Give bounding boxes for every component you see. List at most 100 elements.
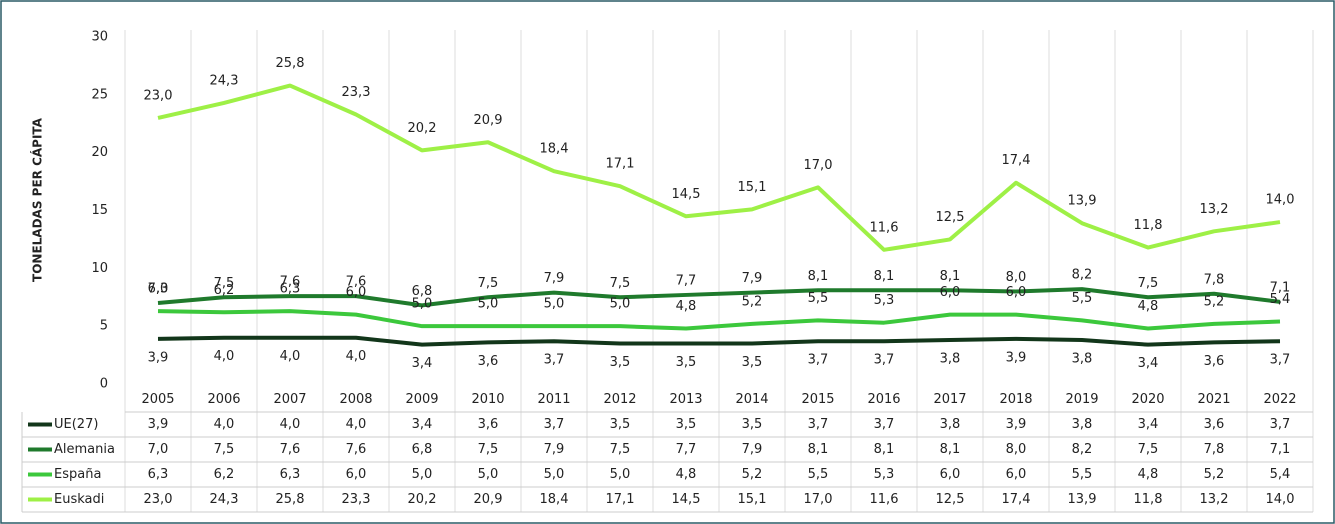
table-cell: 6,0 — [1006, 467, 1027, 482]
data-label: 7,8 — [1204, 272, 1225, 287]
data-label: 7,9 — [742, 271, 763, 286]
data-label: 5,0 — [544, 297, 565, 312]
table-cell: 6,8 — [412, 442, 433, 457]
table-cell: 3,7 — [874, 417, 895, 432]
data-label: 17,0 — [804, 158, 833, 173]
data-label: 14,5 — [672, 187, 701, 202]
x-tick-label: 2015 — [801, 392, 834, 407]
data-label: 5,3 — [874, 293, 895, 308]
table-cell: 5,5 — [1072, 467, 1093, 482]
table-cell: 8,1 — [808, 442, 829, 457]
x-tick-label: 2005 — [141, 392, 174, 407]
x-tick-label: 2022 — [1263, 392, 1296, 407]
data-label: 17,4 — [1002, 153, 1031, 168]
table-cell: 8,0 — [1006, 442, 1027, 457]
data-label: 3,5 — [676, 355, 697, 370]
table-cell: 3,7 — [544, 417, 565, 432]
data-label: 6,0 — [940, 285, 961, 300]
table-cell: 25,8 — [276, 492, 305, 507]
table-cell: 17,1 — [606, 492, 635, 507]
table-cell: 4,0 — [280, 417, 301, 432]
table-cell: 5,2 — [1204, 467, 1225, 482]
table-cell: 8,1 — [874, 442, 895, 457]
x-tick-label: 2010 — [471, 392, 504, 407]
data-label: 7,6 — [280, 275, 301, 290]
x-tick-label: 2013 — [669, 392, 702, 407]
data-label: 8,0 — [1006, 270, 1027, 285]
data-label: 7,5 — [478, 276, 499, 291]
table-cell: 3,6 — [1204, 417, 1225, 432]
table-cell: 4,0 — [214, 417, 235, 432]
legend-label: Euskadi — [54, 492, 104, 507]
data-label: 7,5 — [610, 276, 631, 291]
data-label: 4,0 — [214, 349, 235, 364]
table-cell: 5,0 — [412, 467, 433, 482]
x-tick-label: 2011 — [537, 392, 570, 407]
table-cell: 17,4 — [1002, 492, 1031, 507]
table-cell: 7,5 — [610, 442, 631, 457]
x-tick-label: 2021 — [1197, 392, 1230, 407]
table-cell: 4,0 — [346, 417, 367, 432]
data-label: 6,3 — [148, 282, 169, 297]
legend-label: Alemania — [54, 442, 115, 457]
data-label: 3,9 — [148, 350, 169, 365]
table-cell: 7,9 — [544, 442, 565, 457]
table-cell: 3,5 — [742, 417, 763, 432]
data-label: 5,4 — [1270, 292, 1291, 307]
data-label: 23,0 — [144, 88, 173, 103]
data-label: 7,7 — [676, 273, 697, 288]
table-cell: 24,3 — [210, 492, 239, 507]
data-label: 3,6 — [478, 354, 499, 369]
table-cell: 12,5 — [936, 492, 965, 507]
y-tick-label: 0 — [100, 377, 108, 392]
table-cell: 7,0 — [148, 442, 169, 457]
data-label: 11,8 — [1134, 218, 1163, 233]
data-label: 15,1 — [738, 180, 767, 195]
data-label: 3,7 — [874, 353, 895, 368]
table-cell: 3,7 — [1270, 417, 1291, 432]
x-tick-label: 2006 — [207, 392, 240, 407]
data-label: 23,3 — [342, 85, 371, 100]
table-cell: 13,9 — [1068, 492, 1097, 507]
data-label: 6,8 — [412, 284, 433, 299]
table-cell: 6,3 — [148, 467, 169, 482]
table-cell: 6,3 — [280, 467, 301, 482]
y-tick-label: 25 — [91, 87, 108, 102]
table-cell: 7,5 — [1138, 442, 1159, 457]
table-cell: 5,0 — [610, 467, 631, 482]
table-cell: 3,4 — [1138, 417, 1159, 432]
data-label: 5,2 — [1204, 294, 1225, 309]
x-tick-label: 2014 — [735, 392, 768, 407]
table-cell: 4,8 — [676, 467, 697, 482]
data-label: 3,9 — [1006, 350, 1027, 365]
data-label: 18,4 — [540, 142, 569, 157]
data-label: 3,7 — [808, 353, 829, 368]
data-label: 6,3 — [280, 282, 301, 297]
data-label: 7,9 — [544, 271, 565, 286]
legend-label: España — [54, 467, 101, 482]
x-tick-label: 2007 — [273, 392, 306, 407]
y-tick-label: 5 — [100, 319, 108, 334]
data-label: 5,5 — [808, 291, 829, 306]
data-label: 20,9 — [474, 113, 503, 128]
data-label: 4,0 — [346, 349, 367, 364]
data-label: 3,5 — [610, 355, 631, 370]
table-cell: 11,8 — [1134, 492, 1163, 507]
series-line — [157, 83, 1281, 252]
data-label: 5,0 — [610, 297, 631, 312]
data-label: 6,2 — [214, 283, 235, 298]
legend-label: UE(27) — [54, 417, 98, 432]
x-tick-label: 2016 — [867, 392, 900, 407]
data-label: 7,1 — [1270, 280, 1291, 295]
data-label: 11,6 — [870, 220, 899, 235]
table-cell: 3,8 — [940, 417, 961, 432]
data-label: 13,9 — [1068, 194, 1097, 209]
data-label: 6,0 — [1006, 285, 1027, 300]
data-label: 7,5 — [214, 276, 235, 291]
x-tick-label: 2017 — [933, 392, 966, 407]
data-label: 3,4 — [412, 356, 433, 371]
table-cell: 5,2 — [742, 467, 763, 482]
table-cell: 5,5 — [808, 467, 829, 482]
table-cell: 5,4 — [1270, 467, 1291, 482]
